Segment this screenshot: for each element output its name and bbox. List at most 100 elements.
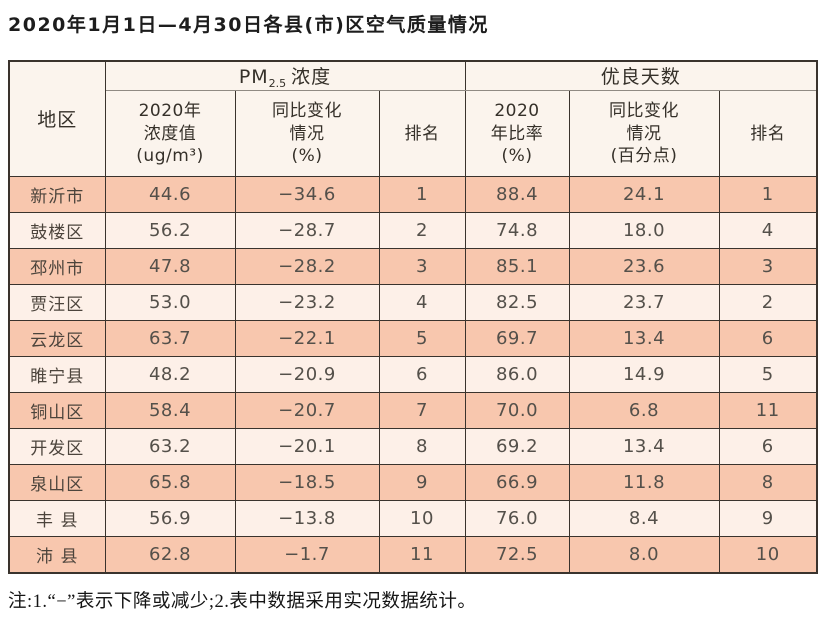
cell-region: 新沂市	[8, 176, 106, 214]
table-row: 丰 县 56.9 −13.8 10 76.0 8.4 9	[8, 500, 818, 538]
cell-days-rank: 2	[718, 284, 818, 322]
cell-region: 邳州市	[8, 248, 106, 286]
cell-region: 泉山区	[8, 464, 106, 502]
table-row: 泉山区 65.8 −18.5 9 66.9 11.8 8	[8, 464, 818, 502]
table-row: 沛 县 62.8 −1.7 11 72.5 8.0 10	[8, 536, 818, 574]
subheader-days-rank: 排名	[718, 90, 818, 178]
cell-region: 丰 县	[8, 500, 106, 538]
subheader-line: (ug/m³)	[136, 145, 204, 166]
pm-label: PM	[238, 65, 269, 88]
cell-days-rate: 69.2	[464, 428, 570, 466]
cell-days-rank: 6	[718, 320, 818, 358]
pm-group-header: PM2.5 浓度	[104, 60, 466, 92]
cell-pm-change: −23.2	[234, 284, 380, 322]
subheader-line: 浓度值	[143, 123, 197, 144]
cell-pm-value: 65.8	[104, 464, 236, 502]
subheader-line: 排名	[404, 123, 440, 144]
cell-pm-change: −20.7	[234, 392, 380, 430]
cell-days-change: 8.0	[568, 536, 720, 574]
days-group-header: 优良天数	[464, 60, 818, 92]
cell-pm-change: −13.8	[234, 500, 380, 538]
cell-pm-value: 56.2	[104, 212, 236, 250]
cell-days-rate: 85.1	[464, 248, 570, 286]
subheader-line: 2020年	[138, 101, 202, 122]
cell-pm-rank: 1	[378, 176, 466, 214]
cell-pm-rank: 5	[378, 320, 466, 358]
subheader-days-change: 同比变化 情况 (百分点)	[568, 90, 720, 178]
cell-pm-value: 53.0	[104, 284, 236, 322]
cell-days-rank: 8	[718, 464, 818, 502]
cell-pm-rank: 2	[378, 212, 466, 250]
table-row: 开发区 63.2 −20.1 8 69.2 13.4 6	[8, 428, 818, 466]
cell-days-rank: 1	[718, 176, 818, 214]
subheader-days-rate: 2020 年比率 (%)	[464, 90, 570, 178]
cell-pm-rank: 3	[378, 248, 466, 286]
table-header: 地区 PM2.5 浓度 优良天数 2020年 浓度值 (ug/m³) 同比变化 情…	[8, 60, 818, 178]
subheader-line: 排名	[750, 123, 786, 144]
cell-pm-value: 58.4	[104, 392, 236, 430]
cell-region: 云龙区	[8, 320, 106, 358]
cell-days-rate: 70.0	[464, 392, 570, 430]
group-header-row: 地区 PM2.5 浓度 优良天数	[8, 60, 818, 178]
cell-days-rate: 76.0	[464, 500, 570, 538]
cell-days-change: 23.6	[568, 248, 720, 286]
cell-pm-value: 47.8	[104, 248, 236, 286]
cell-pm-rank: 7	[378, 392, 466, 430]
table-row: 云龙区 63.7 −22.1 5 69.7 13.4 6	[8, 320, 818, 358]
cell-days-rank: 5	[718, 356, 818, 394]
subheader-line: 2020	[494, 101, 540, 122]
cell-days-rate: 88.4	[464, 176, 570, 214]
table-row: 邳州市 47.8 −28.2 3 85.1 23.6 3	[8, 248, 818, 286]
cell-pm-change: −20.1	[234, 428, 380, 466]
cell-region: 沛 县	[8, 536, 106, 574]
cell-days-rate: 72.5	[464, 536, 570, 574]
cell-pm-rank: 4	[378, 284, 466, 322]
subheader-line: 年比率	[490, 123, 544, 144]
cell-days-change: 11.8	[568, 464, 720, 502]
air-quality-table: 地区 PM2.5 浓度 优良天数 2020年 浓度值 (ug/m³) 同比变化 情…	[8, 59, 818, 575]
cell-days-rate: 82.5	[464, 284, 570, 322]
cell-pm-rank: 6	[378, 356, 466, 394]
corner-header-region: 地区	[8, 60, 106, 178]
cell-days-change: 24.1	[568, 176, 720, 214]
cell-pm-value: 44.6	[104, 176, 236, 214]
cell-pm-rank: 9	[378, 464, 466, 502]
cell-pm-value: 62.8	[104, 536, 236, 574]
cell-region: 鼓楼区	[8, 212, 106, 250]
cell-pm-change: −28.2	[234, 248, 380, 286]
cell-days-rank: 4	[718, 212, 818, 250]
cell-pm-change: −20.9	[234, 356, 380, 394]
subheader-pm-rank: 排名	[378, 90, 466, 178]
table-row: 新沂市 44.6 −34.6 1 88.4 24.1 1	[8, 176, 818, 214]
cell-pm-value: 63.2	[104, 428, 236, 466]
subheader-line: (百分点)	[610, 145, 678, 166]
subheader-pm-change: 同比变化 情况 (%)	[234, 90, 380, 178]
cell-days-rank: 3	[718, 248, 818, 286]
pm-subscript: 2.5	[268, 76, 287, 90]
subheader-pm-value: 2020年 浓度值 (ug/m³)	[104, 90, 236, 178]
cell-pm-change: −22.1	[234, 320, 380, 358]
cell-pm-value: 63.7	[104, 320, 236, 358]
cell-pm-change: −34.6	[234, 176, 380, 214]
table-row: 贾汪区 53.0 −23.2 4 82.5 23.7 2	[8, 284, 818, 322]
cell-days-change: 23.7	[568, 284, 720, 322]
cell-days-rate: 86.0	[464, 356, 570, 394]
cell-region: 开发区	[8, 428, 106, 466]
cell-days-change: 8.4	[568, 500, 720, 538]
cell-region: 铜山区	[8, 392, 106, 430]
pm-label-rest: 浓度	[291, 65, 332, 88]
cell-pm-change: −1.7	[234, 536, 380, 574]
footnote: 注:1.“−”表示下降或减少;2.表中数据采用实况数据统计。	[8, 592, 477, 613]
cell-days-rate: 74.8	[464, 212, 570, 250]
table-body: 新沂市 44.6 −34.6 1 88.4 24.1 1 鼓楼区 56.2 −28.7 2 74.8 1…	[8, 176, 818, 574]
subheader-line: 同比变化	[272, 101, 342, 122]
cell-region: 贾汪区	[8, 284, 106, 322]
page-title: 2020年1月1日—4月30日各县(市)区空气质量情况	[8, 14, 489, 36]
cell-days-rank: 11	[718, 392, 818, 430]
cell-days-rate: 69.7	[464, 320, 570, 358]
subheader-line: (%)	[501, 145, 533, 166]
subheader-line: 情况	[289, 123, 325, 144]
table-row: 铜山区 58.4 −20.7 7 70.0 6.8 11	[8, 392, 818, 430]
sub-header-row: 2020年 浓度值 (ug/m³) 同比变化 情况 (%) 排名 2020 年比…	[9, 90, 818, 178]
